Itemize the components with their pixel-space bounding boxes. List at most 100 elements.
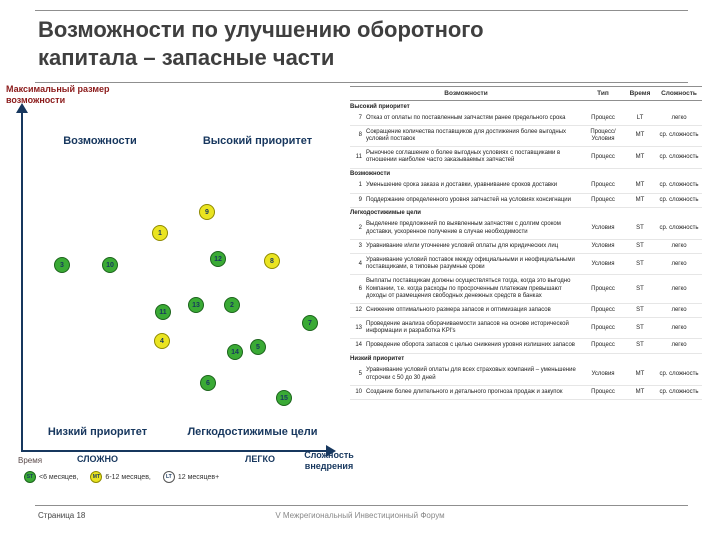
cell-time: MT	[624, 179, 656, 194]
cell-type: Условия	[582, 253, 624, 276]
cell-text: Уравнивание условий поставок между офици…	[364, 253, 582, 276]
table-row-12: 12 Снижение оптимального размера запасов …	[350, 303, 702, 319]
header-opportunity: Возможности	[350, 86, 582, 101]
cell-num: 2	[350, 218, 364, 240]
opportunity-table-body: Высокий приоритет 7 Отказ от оплаты по пос…	[350, 101, 702, 400]
table-section-row: Низкий приоритет	[350, 353, 702, 364]
table-row-11: 11 Рыночное соглашение о более выгодных у…	[350, 146, 702, 169]
cell-num: 10	[350, 385, 364, 400]
cell-text: Выделение предложений по выявленным запч…	[364, 218, 582, 240]
x-axis-line	[21, 450, 327, 452]
x-label-easy: ЛЕГКО	[245, 454, 275, 464]
cell-text: Рыночное соглашение о более выгодных усл…	[364, 146, 582, 169]
legend-item-LT: LT 12 месяцев+	[162, 471, 220, 483]
quadrant-label-quick-wins: Легкодостижимые цели	[187, 426, 318, 438]
chart-point-10: 10	[102, 257, 118, 273]
cell-text: Уравнивание условий оплаты для всех стра…	[364, 364, 582, 386]
cell-text: Уменьшение срока заказа и доставки, урав…	[364, 179, 582, 194]
legend-swatch-MT-icon: MT	[90, 471, 103, 483]
table-row-9: 9 Поддержание определенного уровня запчас…	[350, 193, 702, 208]
header-type: Тип	[582, 86, 624, 101]
cell-type: Процесс	[582, 303, 624, 319]
cell-num: 6	[350, 274, 364, 304]
cell-num: 1	[350, 179, 364, 194]
cell-num: 13	[350, 317, 364, 340]
cell-time: ST	[624, 338, 656, 354]
cell-difficulty: ср. сложность	[656, 179, 702, 194]
table-section-row: Высокий приоритет	[350, 101, 702, 112]
cell-text: Отказ от оплаты по поставленным запчастя…	[364, 111, 582, 126]
quadrant-label-low-priority: Низкий приоритет	[47, 426, 148, 438]
legend-label: <6 месяцев,	[39, 473, 79, 481]
chart-point-3: 3	[54, 257, 70, 273]
table-section-title: Низкий приоритет	[350, 356, 405, 363]
cell-time: LT	[624, 111, 656, 126]
chart-point-15: 15	[276, 390, 292, 406]
cell-num: 14	[350, 338, 364, 354]
cell-time: MT	[624, 364, 656, 386]
chart-point-11: 11	[155, 304, 171, 320]
cell-time: ST	[624, 303, 656, 319]
cell-type: Процесс/ Условия	[582, 125, 624, 148]
table-row-10: 10 Создание более длительного и детальног…	[350, 385, 702, 400]
cell-num: 11	[350, 146, 364, 169]
x-label-hard: СЛОЖНО	[76, 454, 119, 464]
cell-text: Уравнивание и/или уточнение условий опла…	[364, 239, 582, 254]
header-time: Время	[624, 86, 656, 101]
cell-type: Процесс	[582, 338, 624, 354]
table-row-2: 2 Выделение предложений по выявленным зап…	[350, 218, 702, 240]
cell-type: Условия	[582, 218, 624, 240]
table-section-row: Легкодостижимые цели	[350, 207, 702, 218]
cell-type: Процесс	[582, 111, 624, 126]
table-section-row: Возможности	[350, 168, 702, 179]
page-title-line2: капитала – запасные части	[38, 44, 335, 70]
cell-time: MT	[624, 193, 656, 208]
time-legend-items: ST <6 месяцев, MT 6-12 месяцев, LT 12 месяцев…	[24, 471, 219, 483]
cell-difficulty: легко	[656, 317, 702, 340]
cell-num: 5	[350, 364, 364, 386]
cell-time: ST	[624, 239, 656, 254]
table-row-13: 13 Проведение анализа оборачиваемости зап…	[350, 317, 702, 340]
chart-point-2: 2	[224, 297, 240, 313]
title-divider	[35, 82, 688, 83]
cell-difficulty: ср. сложность	[656, 364, 702, 386]
table-row-8: 8 Сокращение количества поставщиков для д…	[350, 125, 702, 148]
cell-time: ST	[624, 274, 656, 304]
y-axis-line	[21, 112, 23, 452]
table-header-row: Возможности Тип Время Сложность	[350, 86, 702, 101]
page-title-line1: Возможности по улучшению оборотного	[38, 17, 484, 42]
cell-num: 7	[350, 111, 364, 126]
cell-difficulty: легко	[656, 239, 702, 254]
cell-type: Процесс	[582, 146, 624, 169]
cell-num: 12	[350, 303, 364, 319]
cell-text: Проведение оборота запасов с целью сниже…	[364, 338, 582, 354]
legend-swatch-LT-icon: LT	[162, 471, 175, 483]
y-axis-label: Максимальный размер возможности	[6, 84, 110, 106]
opportunity-table: Возможности Тип Время Сложность Высокий …	[350, 86, 702, 400]
cell-time: MT	[624, 385, 656, 400]
cell-text: Снижение оптимального размера запасов и …	[364, 303, 582, 319]
cell-text: Проведение анализа оборачиваемости запас…	[364, 317, 582, 340]
chart-point-13: 13	[188, 297, 204, 313]
y-axis-arrow-icon	[16, 103, 28, 113]
cell-num: 9	[350, 193, 364, 208]
chart-point-6: 6	[200, 375, 216, 391]
cell-type: Процесс	[582, 274, 624, 304]
quadrant-label-opportunities: Возможности	[63, 135, 137, 147]
table-section-title: Высокий приоритет	[350, 103, 410, 110]
legend-label: 6-12 месяцев,	[105, 473, 151, 481]
cell-text: Поддержание определенного уровня запчаст…	[364, 193, 582, 208]
cell-type: Условия	[582, 239, 624, 254]
header-difficulty: Сложность	[656, 86, 702, 101]
cell-time: ST	[624, 317, 656, 340]
chart-point-5: 5	[250, 339, 266, 355]
cell-difficulty: легко	[656, 338, 702, 354]
chart-point-1: 1	[152, 225, 168, 241]
cell-time: MT	[624, 125, 656, 148]
table-row-7: 7 Отказ от оплаты по поставленным запчаст…	[350, 111, 702, 126]
legend-label: 12 месяцев+	[177, 473, 220, 481]
legend-item-ST: ST <6 месяцев,	[24, 471, 78, 483]
cell-difficulty: легко	[656, 253, 702, 276]
cell-time: MT	[624, 146, 656, 169]
